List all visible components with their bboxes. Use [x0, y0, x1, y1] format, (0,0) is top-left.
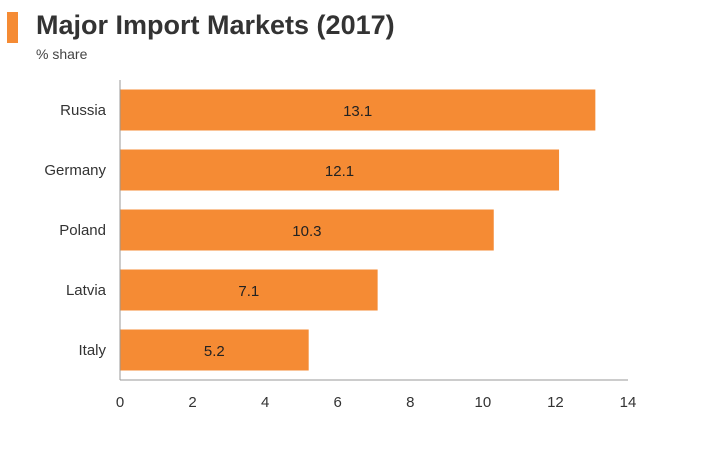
category-label: Italy	[78, 342, 106, 359]
bar-italy	[120, 329, 309, 371]
data-label: 12.1	[325, 163, 354, 180]
x-tick-label: 6	[334, 394, 342, 411]
bar-latvia	[120, 269, 378, 311]
data-label: 13.1	[343, 103, 372, 120]
category-label: Germany	[44, 162, 106, 179]
bar-russia	[120, 89, 596, 131]
data-label: 10.3	[292, 223, 321, 240]
data-label: 7.1	[238, 283, 259, 300]
chart-title: Major Import Markets (2017)	[36, 10, 395, 40]
x-tick-label: 12	[547, 394, 564, 411]
x-tick-label: 2	[188, 394, 196, 411]
x-tick-label: 8	[406, 394, 414, 411]
category-label: Russia	[60, 102, 107, 119]
bar-germany	[120, 149, 560, 191]
title-accent-bar	[7, 12, 18, 43]
x-tick-label: 10	[475, 394, 492, 411]
data-label: 5.2	[204, 343, 225, 360]
x-tick-label: 0	[116, 394, 124, 411]
category-label: Poland	[59, 222, 106, 239]
x-tick-label: 4	[261, 394, 269, 411]
category-label: Latvia	[66, 282, 107, 299]
chart-subtitle: % share	[36, 46, 88, 62]
x-tick-label: 14	[620, 394, 637, 411]
bar-poland	[120, 209, 494, 251]
